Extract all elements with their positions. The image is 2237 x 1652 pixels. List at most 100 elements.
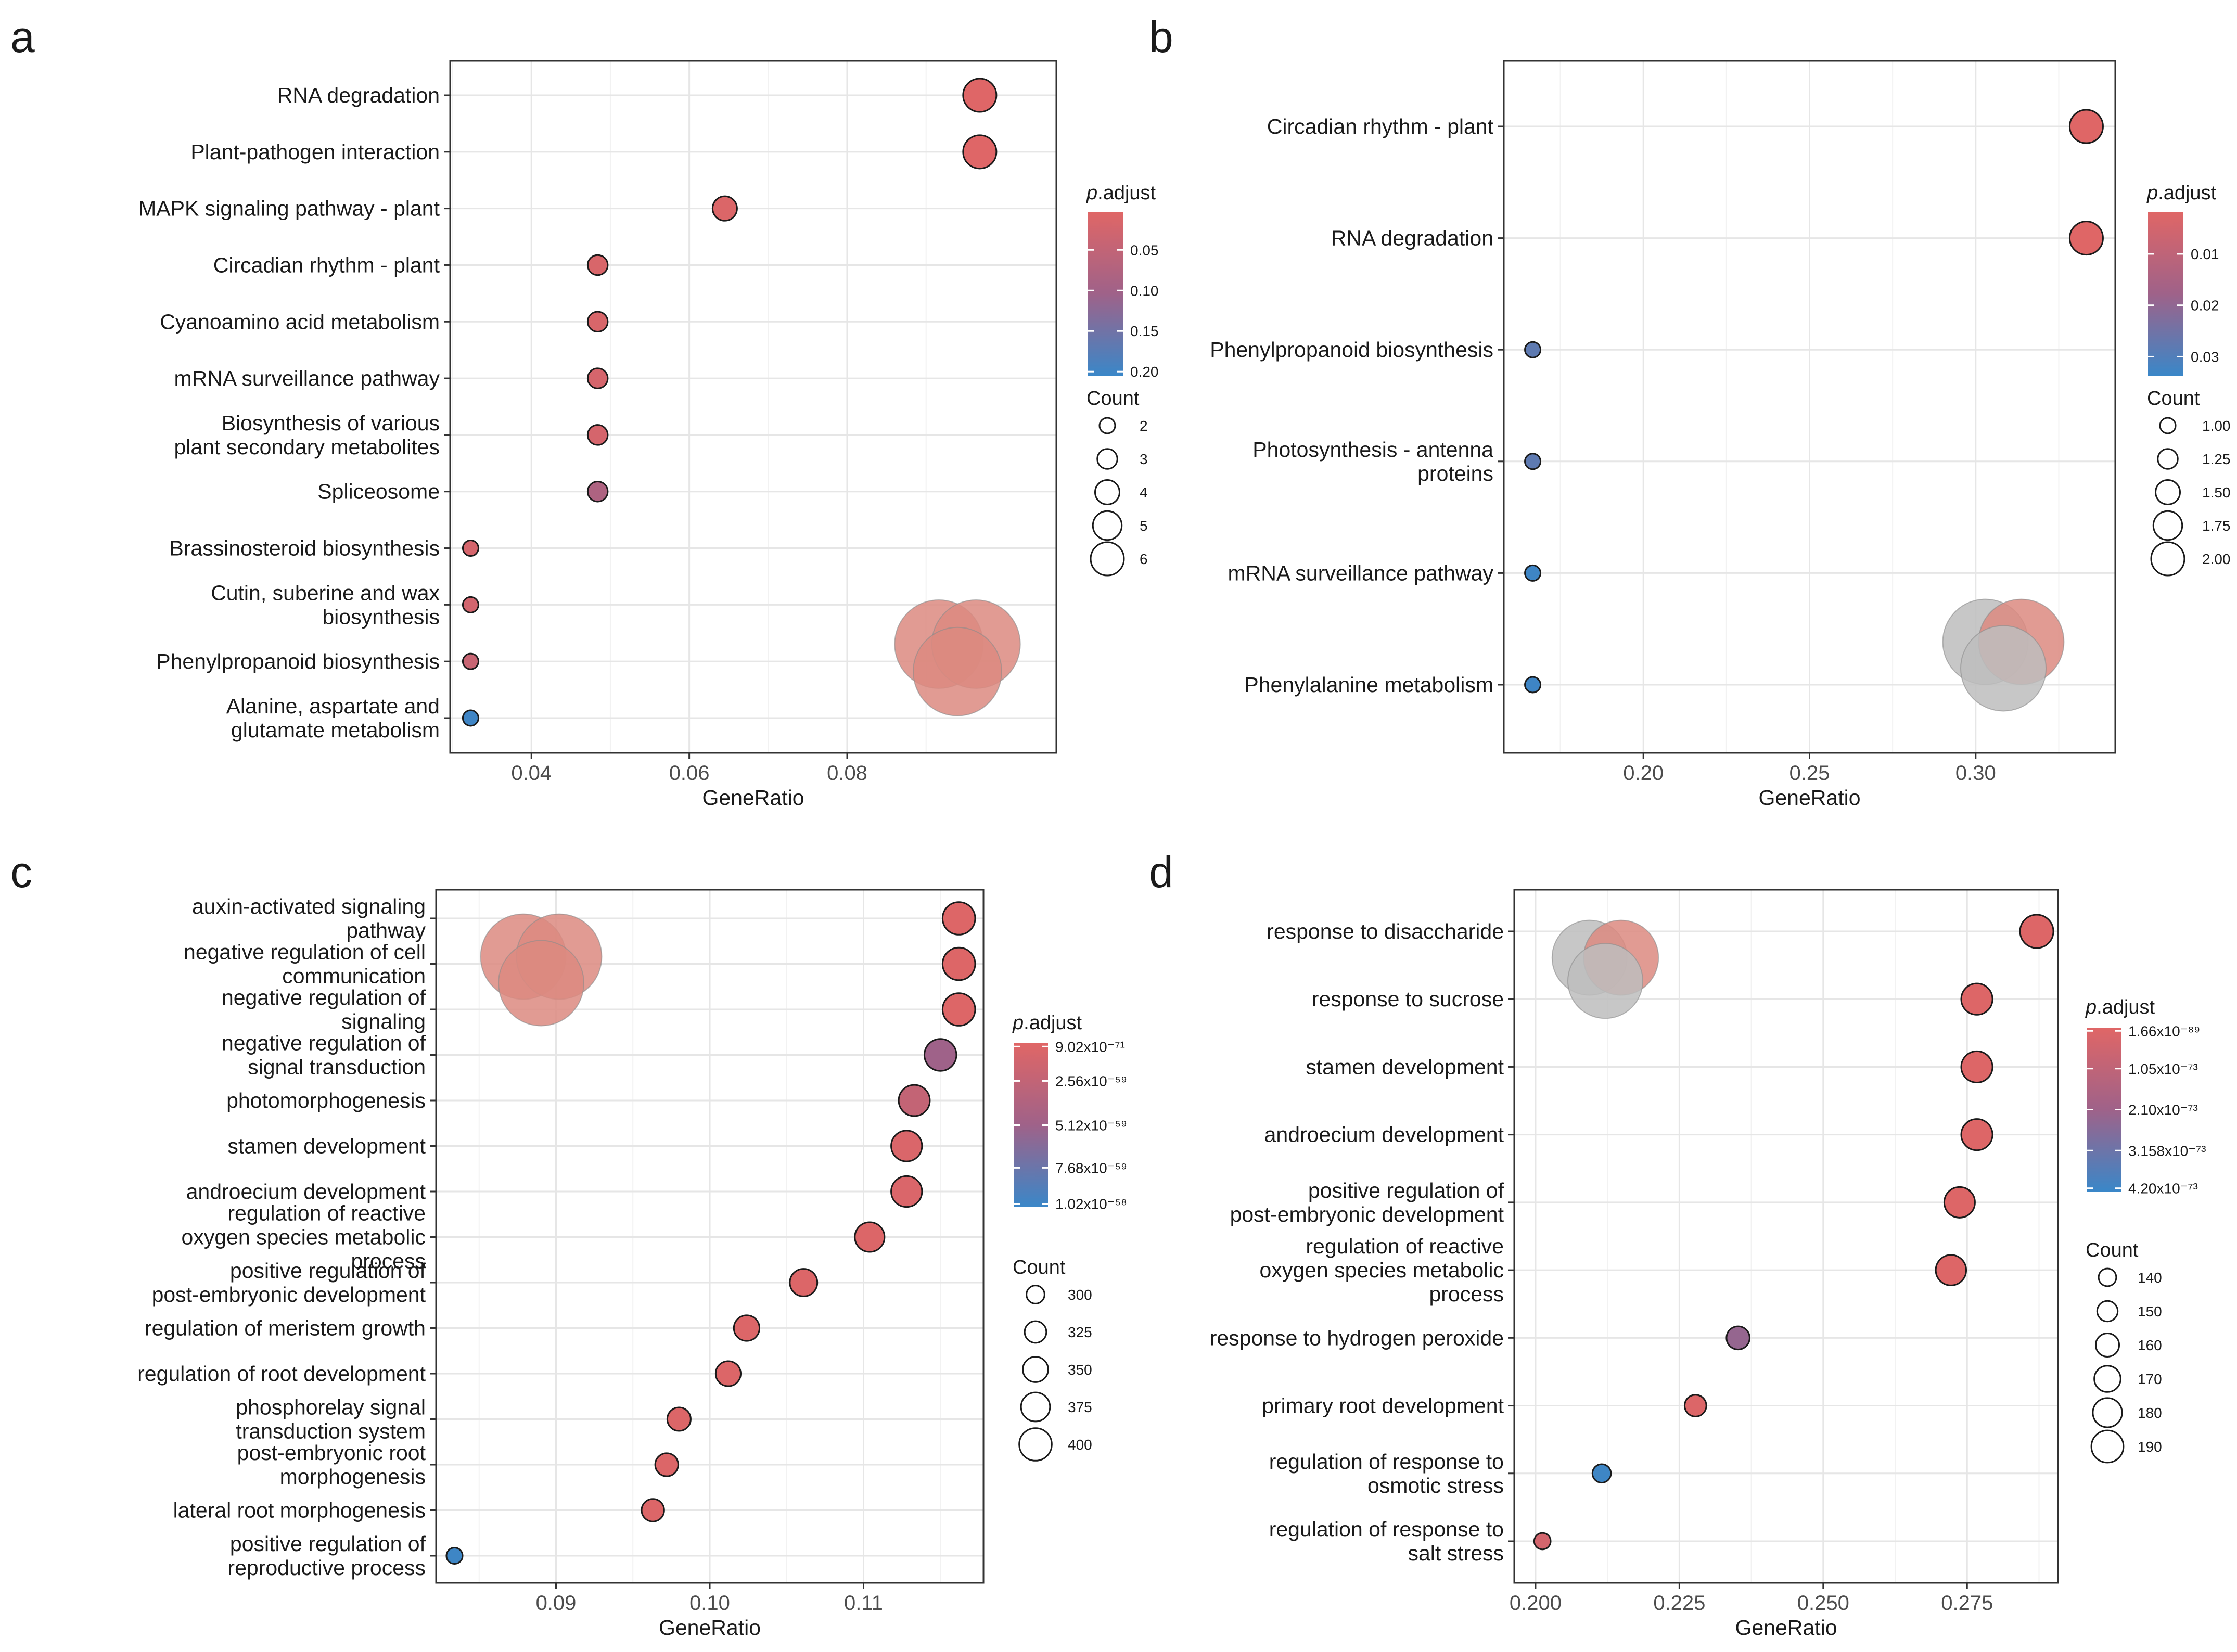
colorbar-title-italic-part: p: [1086, 182, 1097, 204]
y-tick-label-line: regulation of meristem growth: [145, 1316, 426, 1340]
colorbar-tick-label: 1.05x10⁻⁷³: [2128, 1061, 2198, 1077]
size-legend-label: 140: [2138, 1270, 2162, 1286]
data-point: [1725, 1325, 1750, 1351]
y-tick-label-line: osmotic stress: [1367, 1474, 1504, 1497]
data-point: [641, 1498, 665, 1522]
data-point: [586, 424, 609, 446]
data-point: [666, 1406, 692, 1432]
y-tick-label: Circadian rhythm - plant: [1267, 114, 1494, 138]
data-point: [962, 134, 998, 170]
x-tick-label: 0.250: [1797, 1592, 1849, 1615]
colorbar-title-italic-part: p: [2146, 182, 2158, 204]
y-tick-label: regulation of reactive oxygen species met…: [1260, 1234, 1504, 1306]
y-tick-label-line: oxygen species metabolic: [182, 1225, 426, 1249]
venn-circle: [913, 626, 1002, 716]
data-point: [1524, 564, 1542, 582]
x-tick-label: 0.275: [1941, 1592, 1993, 1615]
size-legend-label: 1.00: [2202, 418, 2231, 434]
y-tick-label-line: signaling: [341, 1009, 426, 1033]
colorbar-tick-label: 3.158x10⁻⁷³: [2128, 1143, 2206, 1159]
y-tick-label: lateral root morphogenesis: [173, 1499, 426, 1522]
size-legend-circle: [2155, 479, 2181, 505]
y-tick-label-line: oxygen species metabolic: [1260, 1258, 1504, 1282]
y-tick-label: negative regulation of signal transductio…: [222, 1031, 426, 1079]
y-tick-label: negative regulation of signaling: [222, 985, 426, 1033]
size-legend-label: 150: [2138, 1303, 2162, 1320]
colorbar-tick-label: 4.20x10⁻⁷³: [2128, 1181, 2198, 1197]
size-legend-circle: [2094, 1332, 2120, 1358]
y-tick-label-line: Biosynthesis of various: [222, 411, 440, 435]
size-legend-label: 2: [1140, 418, 1148, 434]
size-legend-label: 300: [1068, 1287, 1092, 1303]
data-point: [1591, 1463, 1612, 1484]
colorbar-tick-label: 0.15: [1130, 323, 1159, 339]
size-legend-circle: [1090, 541, 1125, 577]
y-tick-label-line: MAPK signaling pathway - plant: [138, 197, 440, 221]
y-tick-label-line: Circadian rhythm - plant: [213, 253, 440, 277]
panel-letter-a: a: [10, 12, 35, 61]
colorbar-title: p.adjust: [2085, 996, 2155, 1018]
data-point: [586, 311, 609, 333]
y-tick-label: RNA degradation: [277, 83, 440, 107]
y-tick-label: photomorphogenesis: [226, 1088, 426, 1112]
data-point: [2019, 914, 2054, 949]
y-tick-label-line: regulation of root development: [137, 1362, 426, 1386]
y-tick-label: primary root development: [1262, 1394, 1504, 1418]
y-tick-label-line: plant secondary metabolites: [174, 435, 440, 459]
x-tick-label: 0.225: [1653, 1592, 1705, 1615]
data-point: [1524, 453, 1542, 470]
data-point: [941, 946, 976, 981]
y-tick-label: Spliceosome: [317, 480, 440, 504]
y-tick-label-line: regulation of reactive: [227, 1201, 426, 1225]
y-tick-label-line: glutamate metabolism: [231, 718, 440, 742]
x-axis-title: GeneRatio: [659, 1616, 761, 1640]
x-tick-label: 0.11: [844, 1592, 883, 1615]
colorbar-title-rest: .adjust: [2158, 182, 2216, 204]
venn-circle: [498, 940, 584, 1027]
y-tick-label-line: Phenylalanine metabolism: [1244, 673, 1493, 697]
colorbar-title-rest: .adjust: [1024, 1012, 1082, 1034]
y-tick-label-line: negative regulation of cell: [184, 940, 426, 964]
size-legend-circle: [1026, 1285, 1045, 1304]
data-point: [733, 1314, 761, 1342]
data-point: [711, 195, 738, 222]
size-legend-label: 2.00: [2202, 551, 2231, 567]
panel-letter-b: b: [1149, 12, 1173, 61]
y-tick-label: regulation of response to osmotic stress: [1269, 1450, 1504, 1497]
colorbar-tick-label: 5.12x10⁻⁵⁹: [1055, 1118, 1127, 1134]
size-legend-circle: [1094, 479, 1120, 505]
colorbar-tick-label: 2.56x10⁻⁵⁹: [1055, 1073, 1127, 1089]
y-tick-label: Phenylalanine metabolism: [1244, 673, 1493, 697]
data-point: [586, 367, 609, 389]
size-legend-label: 5: [1140, 518, 1148, 534]
size-legend-circle: [2090, 1429, 2125, 1464]
panel-d: response to disaccharide response to sucr…: [1210, 889, 2206, 1640]
y-tick-label: Cyanoamino acid metabolism: [160, 310, 440, 334]
y-tick-label: Phenylpropanoid biosynthesis: [156, 649, 440, 673]
y-tick-label-line: response to sucrose: [1312, 987, 1504, 1011]
size-legend-label: 375: [1068, 1399, 1092, 1415]
data-point: [1683, 1394, 1707, 1417]
colorbar-title: p.adjust: [1086, 182, 1156, 204]
y-tick-label-line: morphogenesis: [280, 1465, 426, 1489]
y-tick-label-line: RNA degradation: [277, 83, 440, 107]
data-point: [924, 1038, 957, 1072]
y-tick-label-line: response to disaccharide: [1267, 919, 1504, 943]
x-tick-label: 0.20: [1623, 762, 1664, 785]
y-tick-label: negative regulation of cell communication: [184, 940, 426, 988]
y-tick-label-line: process: [1429, 1282, 1504, 1306]
y-tick-label-line: salt stress: [1408, 1541, 1504, 1565]
y-tick-label-line: communication: [282, 964, 426, 988]
data-point: [462, 652, 479, 670]
y-tick-label-line: pathway: [346, 918, 426, 942]
data-point: [898, 1084, 931, 1117]
y-tick-label: phosphorelay signal transduction system: [236, 1395, 426, 1443]
data-point: [941, 901, 976, 936]
colorbar-title-italic-part: p: [1012, 1012, 1024, 1034]
y-tick-label-line: regulation of response to: [1269, 1517, 1504, 1541]
y-tick-label: response to sucrose: [1312, 987, 1504, 1011]
colorbar-tick-label: 0.01: [2191, 246, 2219, 262]
y-tick-label: Circadian rhythm - plant: [213, 253, 440, 277]
colorbar: [1088, 212, 1123, 376]
y-tick-label-line: androecium development: [1264, 1123, 1504, 1147]
